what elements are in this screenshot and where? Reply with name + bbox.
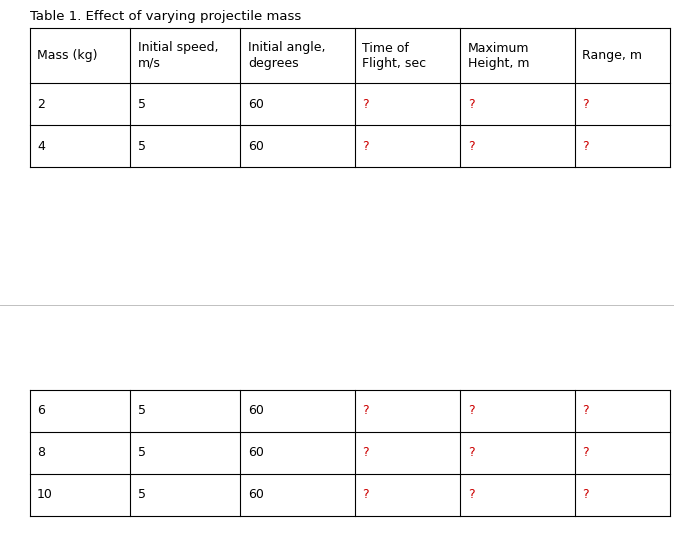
Text: ?: ? <box>582 98 588 111</box>
Text: Range, m: Range, m <box>582 49 642 62</box>
Text: ?: ? <box>582 404 588 418</box>
Text: ?: ? <box>582 446 588 460</box>
Text: Table 1. Effect of varying projectile mass: Table 1. Effect of varying projectile ma… <box>30 10 301 23</box>
Text: 5: 5 <box>137 404 146 418</box>
Text: ?: ? <box>363 446 369 460</box>
Text: ?: ? <box>582 489 588 501</box>
Text: ?: ? <box>363 404 369 418</box>
Text: 5: 5 <box>137 98 146 111</box>
Text: ?: ? <box>468 489 474 501</box>
Text: ?: ? <box>582 139 588 153</box>
Text: Time of
Flight, sec: Time of Flight, sec <box>363 41 427 69</box>
Text: 60: 60 <box>248 489 264 501</box>
Text: Mass (kg): Mass (kg) <box>37 49 98 62</box>
Text: 5: 5 <box>137 139 146 153</box>
Text: ?: ? <box>468 139 474 153</box>
Text: 5: 5 <box>137 489 146 501</box>
Text: ?: ? <box>363 139 369 153</box>
Text: ?: ? <box>468 98 474 111</box>
Text: Maximum
Height, m: Maximum Height, m <box>468 41 530 69</box>
Text: 4: 4 <box>37 139 45 153</box>
Text: 60: 60 <box>248 404 264 418</box>
Text: 2: 2 <box>37 98 45 111</box>
Text: 5: 5 <box>137 446 146 460</box>
Text: 6: 6 <box>37 404 45 418</box>
Text: 8: 8 <box>37 446 45 460</box>
Text: ?: ? <box>363 489 369 501</box>
Text: 60: 60 <box>248 139 264 153</box>
Text: 60: 60 <box>248 98 264 111</box>
Text: 60: 60 <box>248 446 264 460</box>
Text: Initial angle,
degrees: Initial angle, degrees <box>248 41 326 69</box>
Text: ?: ? <box>468 446 474 460</box>
Text: ?: ? <box>363 98 369 111</box>
Text: Initial speed,
m/s: Initial speed, m/s <box>137 41 218 69</box>
Text: ?: ? <box>468 404 474 418</box>
Text: 10: 10 <box>37 489 53 501</box>
